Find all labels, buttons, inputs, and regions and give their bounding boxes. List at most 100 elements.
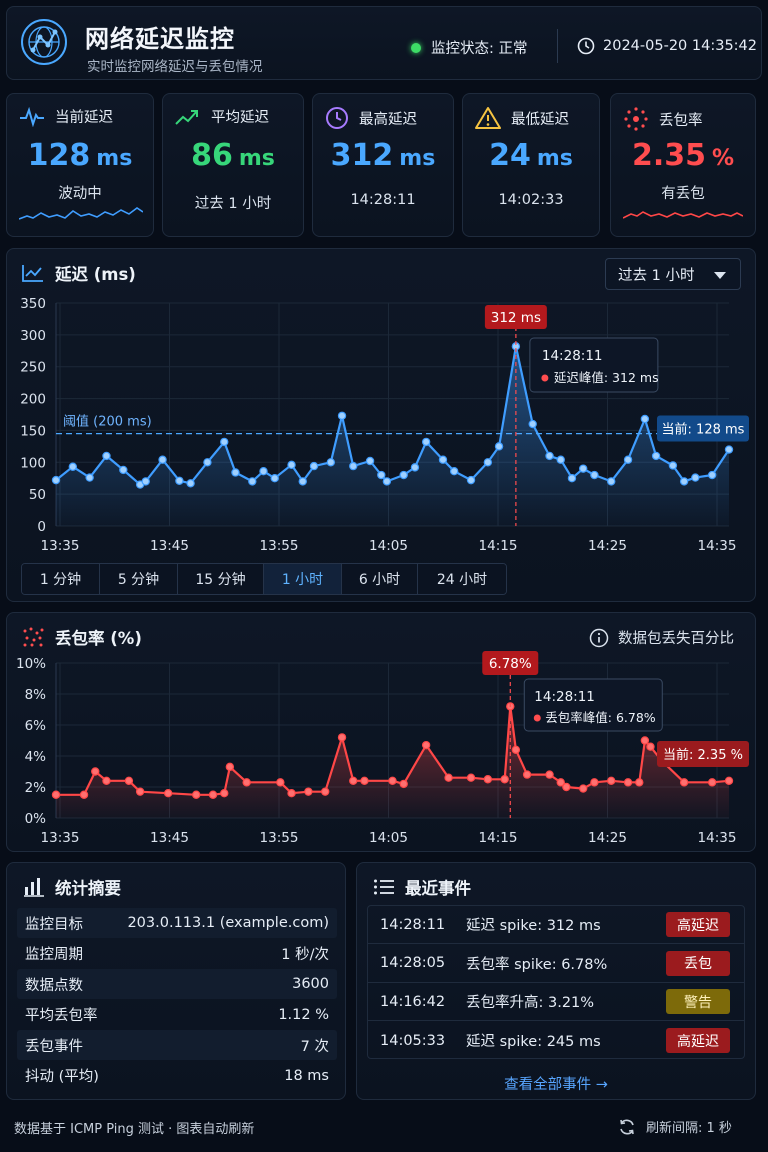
range-tab[interactable]: 6 小时 [342, 564, 418, 594]
data-point[interactable] [483, 458, 493, 467]
time-range-dropdown[interactable]: 过去 1 小时 [605, 258, 741, 290]
data-point[interactable] [175, 476, 184, 485]
data-point[interactable] [635, 778, 644, 787]
data-point[interactable] [360, 776, 369, 785]
data-point[interactable] [528, 419, 537, 429]
data-point[interactable] [724, 776, 734, 785]
data-point[interactable] [382, 477, 392, 486]
data-point[interactable] [85, 473, 94, 482]
data-point[interactable] [225, 762, 235, 772]
data-point[interactable] [231, 468, 240, 477]
data-point[interactable] [651, 451, 661, 461]
data-point[interactable] [578, 464, 588, 473]
data-point[interactable] [208, 790, 218, 799]
data-point[interactable] [220, 788, 229, 798]
range-tab[interactable]: 1 小时 [264, 564, 342, 594]
data-point[interactable] [51, 790, 61, 799]
event-row[interactable]: 14:05:33 延迟 spike: 245 ms 高延迟 [368, 1022, 744, 1060]
view-all-events-link[interactable]: 查看全部事件 → [504, 1077, 608, 1093]
data-point[interactable] [365, 456, 375, 466]
data-point[interactable] [124, 776, 134, 785]
data-point[interactable] [562, 782, 571, 792]
data-point[interactable] [646, 742, 655, 751]
event-row[interactable]: 14:28:05 丢包率 spike: 6.78% 丢包 [368, 945, 744, 983]
info-icon[interactable] [589, 628, 609, 648]
data-point[interactable] [679, 778, 689, 787]
data-point[interactable] [668, 461, 678, 470]
data-point[interactable] [242, 778, 251, 787]
data-point[interactable] [259, 467, 268, 476]
data-point[interactable] [545, 770, 554, 779]
data-point[interactable] [248, 477, 257, 486]
data-point[interactable] [607, 776, 616, 785]
data-point[interactable] [326, 458, 336, 467]
event-row[interactable]: 14:16:42 丢包率升高: 3.21% 警告 [368, 983, 744, 1021]
data-point[interactable] [135, 787, 145, 796]
data-point[interactable] [640, 736, 650, 745]
data-point[interactable] [438, 455, 448, 464]
data-point[interactable] [102, 451, 111, 461]
data-point[interactable] [640, 414, 650, 424]
data-point[interactable] [287, 788, 296, 798]
data-point[interactable] [377, 470, 386, 480]
data-point[interactable] [119, 465, 128, 475]
data-point[interactable] [349, 776, 358, 785]
range-tab[interactable]: 15 分钟 [178, 564, 264, 594]
data-point[interactable] [399, 470, 408, 480]
data-point[interactable] [102, 776, 111, 785]
data-point[interactable] [590, 470, 599, 480]
data-point[interactable] [466, 773, 476, 782]
data-point[interactable] [483, 775, 493, 784]
data-point[interactable] [545, 451, 554, 461]
data-point[interactable] [724, 445, 734, 454]
range-tab[interactable]: 1 分钟 [22, 564, 100, 594]
data-point[interactable] [186, 479, 195, 488]
data-point[interactable] [91, 767, 100, 776]
data-point[interactable] [578, 784, 588, 793]
data-point[interactable] [421, 740, 431, 750]
data-point[interactable] [163, 788, 173, 798]
data-point[interactable] [556, 778, 565, 787]
data-point[interactable] [304, 787, 313, 796]
data-point[interactable] [349, 461, 358, 471]
data-point[interactable] [203, 458, 212, 467]
data-point[interactable] [444, 773, 453, 782]
data-point[interactable] [276, 778, 285, 787]
data-point[interactable] [79, 790, 89, 799]
data-point[interactable] [51, 475, 61, 485]
data-point[interactable] [623, 455, 633, 464]
data-point[interactable] [511, 745, 521, 754]
data-point[interactable] [421, 437, 431, 447]
range-tab[interactable]: 24 小时 [418, 564, 506, 594]
data-point[interactable] [567, 474, 577, 483]
data-point[interactable] [691, 473, 700, 482]
data-point[interactable] [388, 776, 397, 785]
data-point[interactable] [707, 778, 717, 787]
data-point[interactable] [321, 787, 330, 796]
data-point[interactable] [287, 460, 296, 470]
data-point[interactable] [337, 733, 347, 742]
data-point[interactable] [556, 455, 565, 464]
data-point[interactable] [158, 455, 167, 464]
data-point[interactable] [522, 770, 532, 779]
data-point[interactable] [494, 442, 504, 451]
refresh-interval[interactable]: 刷新间隔: 1 秒 [618, 1117, 732, 1136]
data-point[interactable] [607, 477, 616, 486]
data-point[interactable] [309, 461, 319, 471]
data-point[interactable] [623, 778, 633, 787]
range-tab[interactable]: 5 分钟 [100, 564, 178, 594]
data-point[interactable] [590, 778, 599, 787]
data-point[interactable] [679, 477, 689, 486]
data-point[interactable] [707, 470, 717, 480]
data-point[interactable] [298, 477, 307, 486]
data-point[interactable] [337, 411, 347, 420]
data-point[interactable] [449, 467, 459, 476]
data-point[interactable] [410, 463, 420, 472]
data-point[interactable] [192, 790, 201, 799]
data-point[interactable] [500, 775, 509, 784]
data-point[interactable] [466, 475, 476, 485]
data-point[interactable] [141, 477, 150, 486]
event-row[interactable]: 14:28:11 延迟 spike: 312 ms 高延迟 [368, 906, 744, 944]
data-point[interactable] [68, 462, 78, 471]
data-point[interactable] [399, 779, 408, 789]
